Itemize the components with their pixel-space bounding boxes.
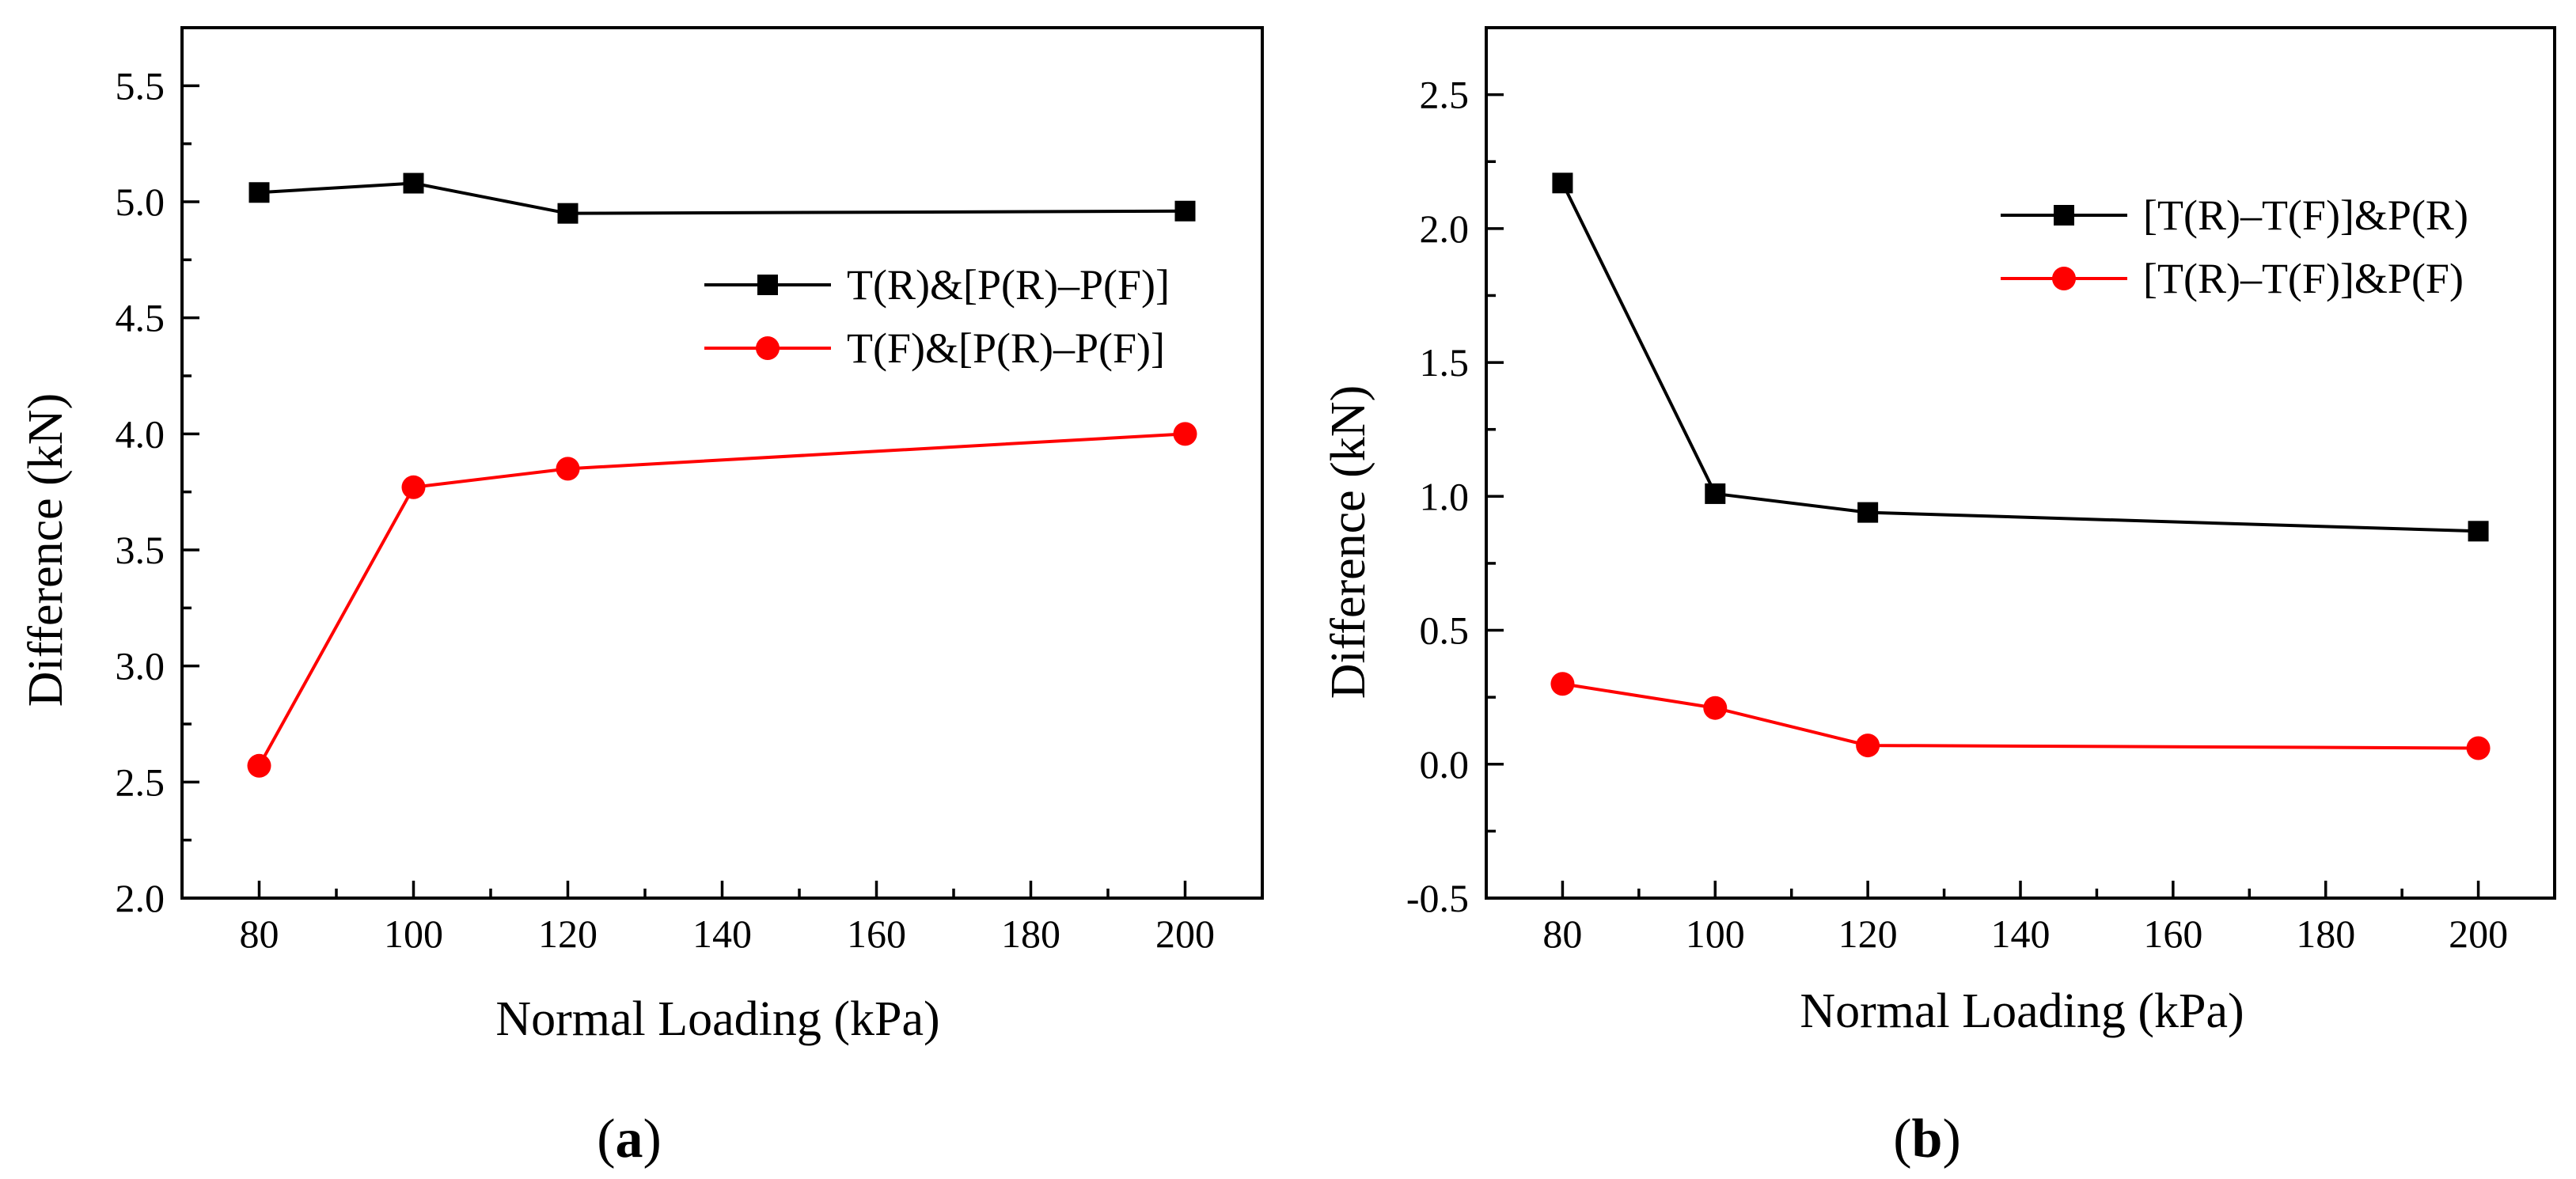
panel-a-legend-marker-1 [756,336,780,360]
panel-b-legend-marker-0 [2054,205,2074,226]
panel-a-series-1-line [257,432,1186,767]
panel-a-series-1-point [401,475,426,499]
panel-a-xtick-label: 180 [1001,912,1060,956]
panel-b-label-letter: b [1912,1109,1943,1170]
panel-b-xtick-label: 100 [1686,912,1745,956]
panel-b-ytick-label: 0.5 [1420,608,1470,653]
panel-a-plot: 80 100 120 140 160 180 200 2.0 2.5 3.0 3.5 4.0 4.5 5.… [116,26,1264,956]
panel-b-legend-label-0: [T(R)–T(F)]&P(R) [2143,191,2468,239]
panel-a-ytick-label: 2.5 [116,760,165,804]
panel-b-legend-label-1: [T(R)–T(F)]&P(F) [2143,255,2464,302]
panel-b-xtick-label: 160 [2143,912,2202,956]
panel-b-xtick-label: 120 [1838,912,1898,956]
panel-a-series-0-point [403,172,424,194]
panel-a-series-1-point [556,457,580,481]
panel-a-ytick-label: 5.0 [116,180,165,224]
panel-a-legend-marker-0 [757,275,778,295]
panel-a-label-letter: a [616,1109,643,1170]
panel-b-xtick-label: 140 [1991,912,2051,956]
panel-b-series-0-line [1561,182,2479,533]
panel-b-xtick-label: 200 [2449,912,2508,956]
panel-a-series-0-point [1174,200,1196,222]
panel-a-series-0-point [557,203,579,224]
panel-a: 80 100 120 140 160 180 200 2.0 2.5 3.0 3.5 4.0 4.5 5.… [19,26,1264,1170]
panel-a-legend-label-0: T(R)&[P(R)–P(F)] [847,261,1170,309]
panel-b-series-1-point [1550,672,1575,696]
panel-a-ytick-label: 3.0 [116,644,165,688]
panel-b-ytick-label: 2.5 [1420,73,1470,117]
panel-a-legend-label-1: T(F)&[P(R)–P(F)] [847,324,1165,372]
panel-b-ylabel: Difference (kN) [1322,385,1375,699]
panel-a-ytick-label: 2.0 [116,876,165,920]
panel-b-series-1-line [1562,682,2479,750]
panel-a-ytick-label: 5.5 [116,63,165,108]
panel-b-series-0-point [1552,172,1573,194]
panel-b-xlabel: Normal Loading (kPa) [1800,984,2244,1038]
panel-a-label: (a) [597,1109,662,1170]
panel-a-xtick-label: 100 [384,912,443,956]
panel-b-ytick-label: 0.0 [1420,742,1470,787]
panel-b-ytick-label: -0.5 [1406,876,1469,920]
panel-a-xtick-label: 200 [1155,912,1215,956]
panel-b-xtick-label: 180 [2296,912,2355,956]
panel-a-xtick-label: 160 [847,912,906,956]
panel-a-ytick-label: 4.5 [116,296,165,340]
panel-b-series-1-point [2466,736,2491,760]
panel-a-series-1-point [1173,422,1197,446]
panel-b-legend-marker-1 [2052,267,2076,290]
panel-b-plot: 80 100 120 140 160 180 200 -0.5 0.0 0.5 1.0 1.5 2.0 2… [1406,26,2556,956]
panel-a-xlabel: Normal Loading (kPa) [495,992,939,1046]
panel-b-series-0-point [2468,521,2489,542]
panel-a-ylabel: Difference (kN) [19,393,73,707]
panel-a-ytick-label: 3.5 [116,528,165,572]
panel-b-frame [1485,26,2556,900]
panel-a-xtick-label: 120 [538,912,598,956]
panel-b-series-0-point [1705,483,1726,504]
panel-a-ytick-label: 4.0 [116,411,165,456]
panel-b-ytick-label: 2.0 [1420,207,1470,251]
panel-b-series-0-point [1857,502,1879,523]
panel-b-xtick-label: 80 [1542,912,1582,956]
panel-a-series-0-line [259,181,1186,215]
panel-a-frame [180,26,1264,900]
panel-a-series-0-point [248,182,270,203]
panel-b-series-1-point [1703,696,1728,720]
panel-b-series-1-point [1856,734,1880,758]
panel-b-ytick-label: 1.0 [1420,474,1470,518]
panel-b: 80 100 120 140 160 180 200 -0.5 0.0 0.5 1.0 1.5 2.0 2… [1322,26,2556,1170]
panel-a-xtick-label: 80 [240,912,279,956]
panel-b-label: (b) [1893,1109,1961,1170]
panel-b-ytick-label: 1.5 [1420,340,1470,385]
panel-a-xtick-label: 140 [692,912,752,956]
panel-a-series-1-point [247,753,271,778]
